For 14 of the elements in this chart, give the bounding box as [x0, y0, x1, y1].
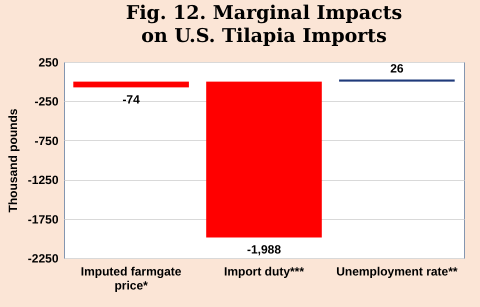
y-tick-label: -1250 — [28, 173, 59, 188]
y-tick-label: -750 — [34, 134, 59, 148]
y-tick-label: -2250 — [28, 252, 59, 266]
x-tick-label: Imputed farmgate price* — [80, 264, 182, 292]
x-tick-label: Import duty*** — [224, 264, 304, 278]
y-tick-label: 250 — [38, 56, 59, 70]
data-label: -1,988 — [246, 242, 282, 256]
data-label: -74 — [122, 92, 140, 106]
y-tick-label: -1750 — [28, 212, 59, 226]
y-tick-label: -250 — [34, 94, 59, 109]
y-axis-title: Thousand pounds — [6, 108, 20, 212]
data-label: 26 — [390, 62, 404, 76]
x-tick-label: Unemployment rate** — [336, 264, 458, 278]
chart-title: Fig. 12. Marginal Impacts on U.S. Tilapia Imports — [126, 2, 402, 47]
